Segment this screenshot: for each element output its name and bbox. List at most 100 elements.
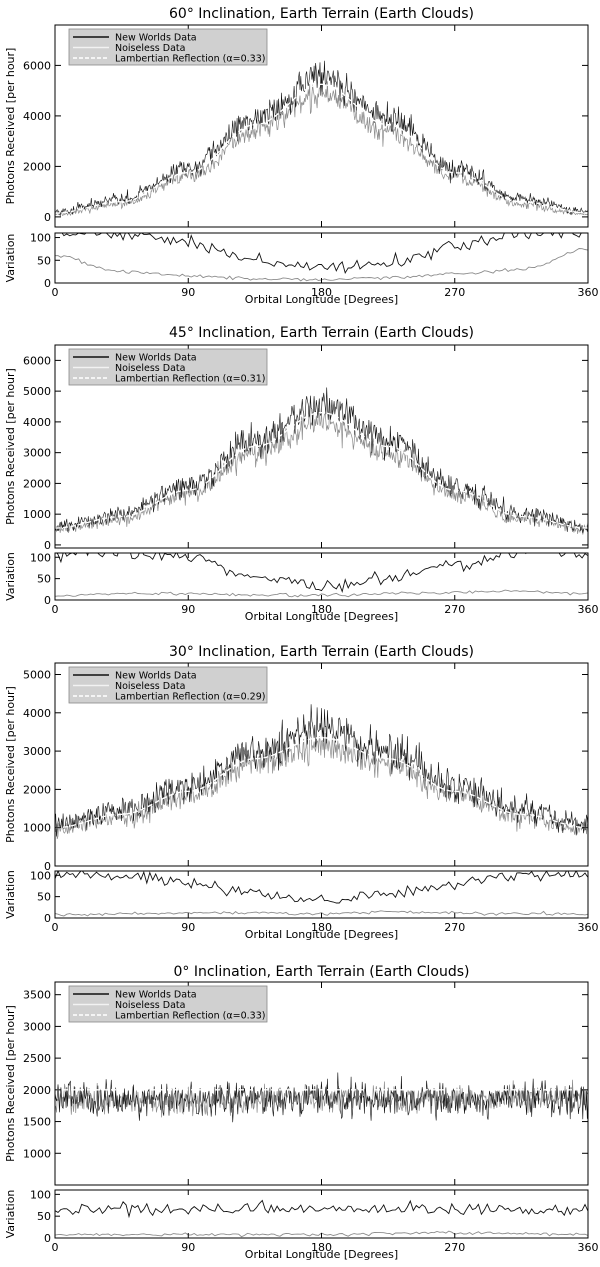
variation-plot-area [55,871,588,917]
series-noiseless-data [55,730,588,840]
y-tick-label: 2000 [23,477,51,490]
variation-plot-frame [54,1189,589,1239]
x-tick-label: 270 [444,603,465,616]
legend-label: Noiseless Data [115,681,185,692]
chart-panel-1: 45° Inclination, Earth Terrain (Earth Cl… [4,325,599,623]
main-plot-area [55,60,588,217]
y-tick-label: 2500 [23,1052,51,1065]
series-new-worlds-data [55,60,588,217]
variation-tick-label: 0 [44,912,51,925]
y-tick-label: 3000 [23,447,51,460]
y-axis-label: Photons Received [per hour] [4,368,17,525]
legend-label: Lambertian Reflection (α=0.33) [115,1011,265,1022]
x-axis-label: Orbital Longitude [Degrees] [245,293,398,306]
y-tick-label: 1500 [23,1116,51,1129]
y-axis-label: Photons Received [per hour] [4,1005,17,1162]
x-tick-label: 270 [444,1241,465,1254]
x-axis-label: Orbital Longitude [Degrees] [245,610,398,623]
y-tick-label: 3500 [23,989,51,1002]
chart-title: 60° Inclination, Earth Terrain (Earth Cl… [169,6,474,22]
chart-panel-0: 60° Inclination, Earth Terrain (Earth Cl… [4,6,599,306]
variation-noiseless [55,589,588,598]
variation-tick-label: 100 [30,232,51,245]
variation-tick-label: 50 [37,891,51,904]
legend-label: Lambertian Reflection (α=0.31) [115,374,265,385]
chart-panel-3: 0° Inclination, Earth Terrain (Earth Clo… [4,964,599,1261]
variation-tick-label: 50 [37,1210,51,1223]
main-plot-area [55,1072,588,1123]
x-tick-label: 360 [578,1241,599,1254]
x-tick-label: 90 [181,286,195,299]
variation-tick-label: 50 [37,254,51,267]
chart-title: 30° Inclination, Earth Terrain (Earth Cl… [169,644,474,660]
x-tick-label: 0 [52,1241,59,1254]
chart-title: 0° Inclination, Earth Terrain (Earth Clo… [173,964,469,980]
chart-panel-2: 30° Inclination, Earth Terrain (Earth Cl… [4,644,599,941]
y-tick-label: 0 [44,539,51,552]
y-tick-label: 4000 [23,110,51,123]
variation-axis-label: Variation [4,870,17,919]
variation-axis-label: Variation [4,234,17,283]
variation-tick-label: 100 [30,869,51,882]
y-tick-label: 5000 [23,668,51,681]
chart-title: 45° Inclination, Earth Terrain (Earth Cl… [169,325,474,341]
y-tick-label: 6000 [23,59,51,72]
x-tick-label: 360 [578,286,599,299]
y-tick-label: 1000 [23,508,51,521]
variation-tick-label: 50 [37,573,51,586]
legend-label: Noiseless Data [115,43,185,54]
legend-label: Noiseless Data [115,363,185,374]
variation-new-worlds [61,233,582,275]
legend-label: Noiseless Data [115,1000,185,1011]
legend-label: Lambertian Reflection (α=0.29) [115,692,265,703]
x-tick-label: 90 [181,603,195,616]
variation-new-worlds [56,553,588,593]
variation-plot-frame [54,232,589,284]
variation-tick-label: 0 [44,277,51,290]
x-tick-label: 90 [181,921,195,934]
y-tick-label: 2000 [23,160,51,173]
y-axis-label: Photons Received [per hour] [4,686,17,843]
variation-tick-label: 0 [44,1232,51,1245]
series-new-worlds-data [55,704,588,837]
variation-tick-label: 100 [30,551,51,564]
series-noiseless-data [55,80,588,217]
y-axis-label: Photons Received [per hour] [4,48,17,205]
y-tick-label: 6000 [23,354,51,367]
x-tick-label: 180 [311,603,332,616]
x-tick-label: 360 [578,603,599,616]
y-tick-label: 5000 [23,385,51,398]
legend-label: New Worlds Data [115,353,197,364]
x-tick-label: 270 [444,921,465,934]
variation-new-worlds [55,871,588,904]
series-lambertian-reflection [55,412,588,529]
y-tick-label: 3000 [23,1020,51,1033]
main-plot-area [55,704,588,840]
y-tick-label: 0 [44,211,51,224]
y-tick-label: 2000 [23,783,51,796]
series-new-worlds-data [55,387,588,533]
main-plot-area [55,387,588,535]
x-tick-label: 270 [444,286,465,299]
x-tick-label: 180 [311,1241,332,1254]
variation-noiseless [55,910,588,917]
x-tick-label: 0 [52,603,59,616]
legend-label: New Worlds Data [115,990,197,1001]
variation-new-worlds [55,1199,588,1219]
y-tick-label: 2000 [23,1084,51,1097]
y-tick-label: 1000 [23,822,51,835]
variation-tick-label: 100 [30,1188,51,1201]
y-tick-label: 4000 [23,416,51,429]
series-lambertian-reflection [55,737,588,829]
variation-plot-area [55,1199,588,1238]
variation-plot-frame [54,552,589,601]
x-tick-label: 360 [578,921,599,934]
series-new-worlds-data [55,1072,588,1123]
y-tick-label: 4000 [23,707,51,720]
series-lambertian-reflection [55,83,588,214]
x-tick-label: 90 [181,1241,195,1254]
legend-label: New Worlds Data [115,33,197,44]
x-tick-label: 0 [52,921,59,934]
x-tick-label: 180 [311,921,332,934]
